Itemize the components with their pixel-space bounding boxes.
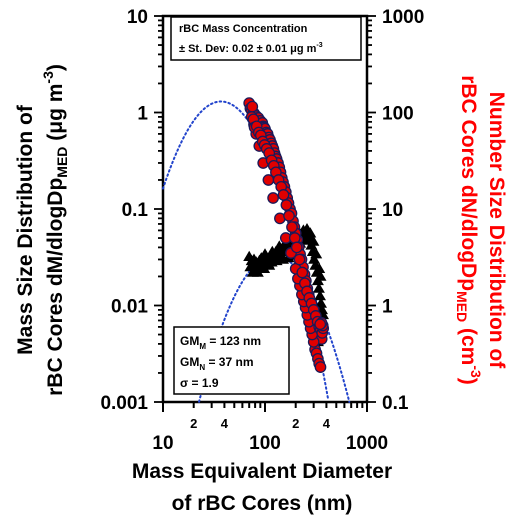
number-point xyxy=(251,266,264,277)
y-left-tick-label: 0.1 xyxy=(122,200,149,221)
y-left-axis-title: Mass Size Distribution of xyxy=(14,104,37,355)
mass-distribution-points xyxy=(243,97,330,373)
y-right-title-line1: Number Size Distribution of xyxy=(485,92,508,370)
number-point xyxy=(310,248,323,259)
number-point xyxy=(314,270,327,281)
number-point xyxy=(315,297,327,308)
number-point xyxy=(273,240,286,251)
mass-point xyxy=(288,232,301,244)
number-point xyxy=(246,259,259,270)
y-right-tick-label: 1 xyxy=(382,297,393,318)
number-point xyxy=(304,227,317,238)
x-tick-label: 4 xyxy=(323,416,331,431)
number-point xyxy=(314,290,326,301)
y-left-tick-label: 1 xyxy=(137,104,148,125)
mass-point xyxy=(246,100,259,113)
mass-point xyxy=(286,221,298,233)
x-tick-label: 1000 xyxy=(346,433,388,454)
mass-point xyxy=(280,199,293,211)
mass-point xyxy=(314,318,327,331)
mass-point xyxy=(283,209,295,222)
y-left-tick-label: 0.01 xyxy=(111,297,148,318)
legend-sigma: σ = 1.9 xyxy=(180,376,219,390)
legend-top-line2: ± St. Dev: 0.02 ± 0.01 μg m-3 xyxy=(179,42,323,55)
y-right-axis-title: Number Size Distribution of xyxy=(485,92,508,370)
y-right-tick-label: 0.1 xyxy=(382,393,409,414)
mass-point xyxy=(277,189,290,201)
mass-point xyxy=(267,192,279,204)
number-point xyxy=(266,245,279,256)
x-tick-label: 2 xyxy=(190,416,197,431)
mass-point xyxy=(296,266,309,279)
y-right-tick-label: 100 xyxy=(382,104,414,125)
x-tick-label: 4 xyxy=(221,416,229,431)
y-left-axis-title-2: rBC Cores dM/dlogDpMED (μg m-3) xyxy=(40,64,70,396)
x-axis-title-line1: Mass Equivalent Diameter xyxy=(132,460,392,483)
legend-top-line1: rBC Mass Concentration xyxy=(179,23,308,35)
x-tick-label: 10 xyxy=(152,433,173,454)
legend-bottom: GMM = 123 nm GMN = 37 nm σ = 1.9 xyxy=(173,326,290,395)
legend-gm-m: GMM = 123 nm xyxy=(180,334,261,351)
y-left-tick-label: 10 xyxy=(127,7,148,28)
y-right-axis-ticks: 1000 100 10 1 0.1 xyxy=(367,7,424,414)
x-axis-title-line2: of rBC Cores (nm) xyxy=(172,492,353,515)
y-right-tick-label: 10 xyxy=(382,200,403,221)
legend-top: rBC Mass Concentration ± St. Dev: 0.02 ±… xyxy=(170,16,362,61)
number-point xyxy=(307,235,320,246)
x-tick-label: 2 xyxy=(292,416,299,431)
number-point xyxy=(263,259,276,270)
y-right-title-line2: rBC Cores dN/dlogDpMED (cm-3) xyxy=(454,75,484,385)
x-tick-label: 100 xyxy=(249,433,281,454)
y-left-title-line1: Mass Size Distribution of xyxy=(14,104,37,355)
mass-point xyxy=(314,361,327,373)
mass-point xyxy=(290,241,303,254)
number-point xyxy=(270,254,283,266)
y-left-tick-label: 0.001 xyxy=(100,393,148,414)
x-axis-ticks: 10 2 4 100 2 4 1000 xyxy=(152,402,388,454)
number-point xyxy=(312,282,325,293)
y-right-axis-title-2: rBC Cores dN/dlogDpMED (cm-3) xyxy=(454,75,484,385)
number-point xyxy=(313,262,326,273)
mass-point xyxy=(293,253,306,266)
y-right-tick-label: 1000 xyxy=(382,7,424,28)
legend-gm-n: GMN = 37 nm xyxy=(180,355,253,372)
number-point xyxy=(308,253,321,264)
y-left-title-line2: rBC Cores dM/dlogDpMED (μg m-3) xyxy=(40,64,70,396)
y-left-axis-ticks: 10 1 0.1 0.01 0.001 xyxy=(100,7,163,414)
